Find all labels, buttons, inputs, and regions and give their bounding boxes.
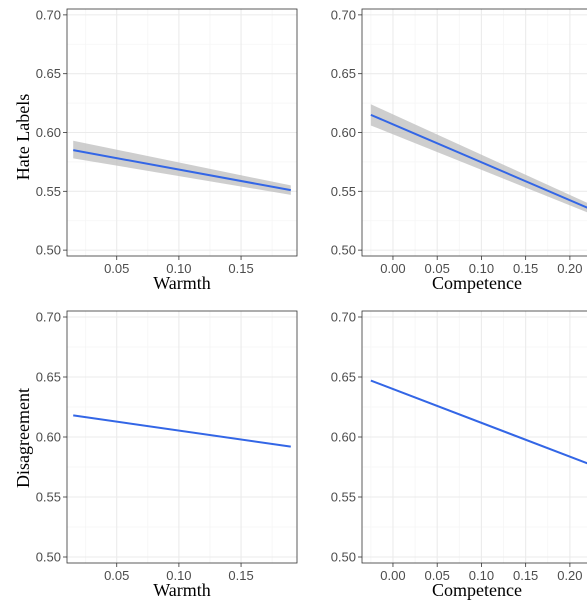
chart-panel-2: 0.50 0.55 0.60 0.65 0.70 0.00 0.05 0.10 0.15 0.20… (331, 7, 587, 293)
x-axis-title: Competence (432, 273, 522, 293)
x-tick-label: 0.05 (425, 261, 450, 276)
y-tick-label: 0.55 (331, 184, 356, 199)
panel-content (67, 311, 297, 563)
y-tick-label: 0.55 (331, 490, 356, 505)
x-tick-label: 0.05 (104, 261, 129, 276)
row-label-disagreement: Disagreement (13, 388, 33, 488)
x-tick-label: 0.05 (104, 568, 129, 583)
chart-panel-4: 0.50 0.55 0.60 0.65 0.70 0.00 0.05 0.10 0.15 0.20… (331, 310, 587, 600)
y-tick-label: 0.70 (36, 310, 61, 325)
y-tick-label: 0.60 (36, 125, 61, 140)
x-tick-label: 0.15 (228, 261, 253, 276)
fit-line (73, 414, 291, 448)
x-tick-label: 0.10 (166, 568, 191, 583)
x-tick-label: 0.15 (228, 568, 253, 583)
x-tick-label: 0.00 (380, 568, 405, 583)
y-tick-label: 0.50 (331, 243, 356, 258)
panel-content (67, 9, 297, 256)
fit-line (370, 113, 587, 209)
x-tick-label: 0.05 (425, 568, 450, 583)
x-tick-label: 0.10 (469, 568, 494, 583)
x-tick-label: 0.00 (380, 261, 405, 276)
row-label-hate-labels: Hate Labels (13, 94, 33, 180)
panel-grid: 0.500.550.600.650.700.05 0.10 0.15Warmth0.… (36, 7, 587, 600)
fit-line (370, 379, 587, 465)
x-axis-title: Warmth (153, 273, 211, 293)
x-axis-title: Competence (432, 580, 522, 600)
x-tick-label: 0.20 (557, 568, 582, 583)
chart-panel-3: 0.50 0.55 0.60 0.65 0.70 0.05 0.10 0.15 Warmth (36, 310, 298, 600)
y-tick-label: 0.70 (331, 310, 356, 325)
chart-panel-1: 0.50 0.55 0.60 0.65 0.70 0.05 0.10 0.15 Warmth (36, 7, 298, 293)
y-tick-label: 0.65 (36, 66, 61, 81)
y-tick-label: 0.55 (36, 184, 61, 199)
y-tick-label: 0.50 (331, 550, 356, 565)
x-tick-label: 0.10 (166, 261, 191, 276)
y-tick-label: 0.70 (331, 7, 356, 22)
panel-content (362, 9, 587, 256)
y-tick-label: 0.55 (36, 490, 61, 505)
x-tick-label: 0.15 (513, 261, 538, 276)
x-tick-label: 0.20 (557, 261, 582, 276)
y-tick-label: 0.65 (36, 370, 61, 385)
y-tick-label: 0.60 (331, 430, 356, 445)
y-tick-label: 0.65 (331, 370, 356, 385)
y-tick-label: 0.70 (36, 7, 61, 22)
y-tick-label: 0.50 (36, 243, 61, 258)
x-tick-label: 0.15 (513, 568, 538, 583)
y-tick-label: 0.65 (331, 66, 356, 81)
y-tick-label: 0.60 (36, 430, 61, 445)
confidence-band (73, 140, 291, 195)
x-axis-title: Warmth (153, 580, 211, 600)
y-tick-label: 0.60 (331, 125, 356, 140)
fit-line (73, 149, 291, 192)
x-tick-label: 0.10 (469, 261, 494, 276)
panel-content (362, 311, 587, 563)
y-tick-label: 0.50 (36, 550, 61, 565)
